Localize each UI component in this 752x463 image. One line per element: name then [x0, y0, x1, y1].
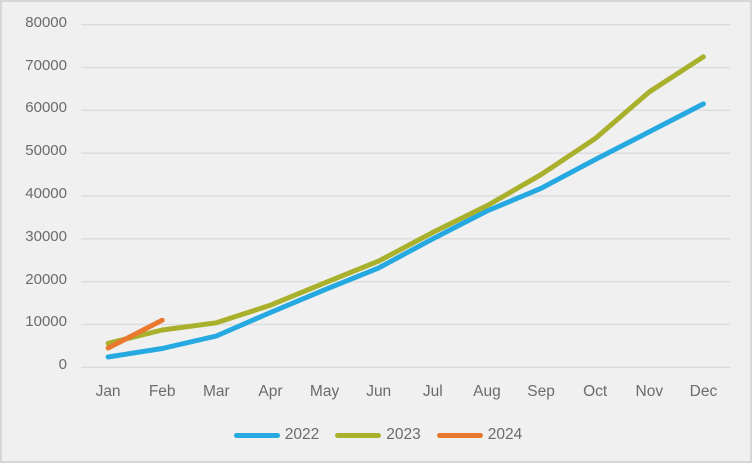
- legend-label: 2023: [386, 426, 421, 443]
- legend-label: 2024: [487, 426, 523, 443]
- x-axis-tick-label: Dec: [689, 383, 718, 400]
- x-axis-tick-label: Feb: [148, 383, 176, 400]
- legend-label: 2022: [284, 426, 320, 443]
- y-axis-tick-label: 10000: [25, 313, 67, 331]
- series-line-2022: [105, 101, 706, 360]
- x-axis-tick-label: Nov: [635, 383, 664, 400]
- x-axis-tick-label: May: [309, 383, 340, 400]
- series-line-2024: [105, 317, 165, 351]
- legend: 2022 2023 2024: [2, 426, 750, 444]
- y-axis-tick-label: 0: [58, 356, 67, 374]
- series-lines: [105, 54, 706, 360]
- y-axis-tick-label: 20000: [25, 270, 67, 288]
- x-axis-tick-label: Jun: [366, 383, 392, 400]
- legend-item-2023: 2023: [335, 426, 421, 444]
- x-axis-tick-label: Mar: [202, 383, 230, 400]
- legend-swatch-icon: [436, 432, 483, 438]
- x-axis-tick-label: Apr: [258, 383, 283, 400]
- series-line-2023: [105, 54, 706, 346]
- y-axis-tick-label: 30000: [25, 227, 67, 245]
- x-axis-tick-label: Jan: [95, 383, 121, 400]
- legend-item-2022: 2022: [233, 426, 320, 444]
- x-axis-tick-label: Jul: [422, 383, 443, 400]
- y-axis-tick-label: 80000: [25, 13, 67, 31]
- y-axis-tick-label: 60000: [25, 99, 67, 117]
- gridlines: [81, 24, 731, 368]
- x-axis-tick-label: Sep: [527, 383, 555, 400]
- legend-swatch-icon: [335, 432, 382, 438]
- legend-item-2024: 2024: [436, 426, 523, 444]
- legend-swatch-icon: [233, 432, 280, 438]
- x-axis-tick-label: Oct: [583, 383, 608, 400]
- y-axis-tick-label: 40000: [25, 185, 67, 202]
- y-axis-tick-label: 50000: [25, 142, 67, 160]
- y-axis-tick-label: 70000: [25, 56, 67, 74]
- x-axis-tick-label: Aug: [473, 383, 501, 400]
